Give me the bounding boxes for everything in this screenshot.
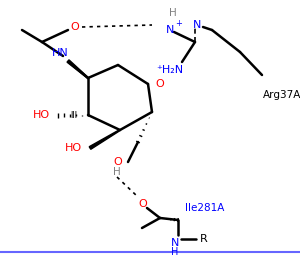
Text: +: +: [176, 20, 182, 29]
Text: H: H: [169, 8, 177, 18]
Text: HO: HO: [33, 110, 50, 120]
Text: Ile281A: Ile281A: [185, 203, 224, 213]
Text: O: O: [155, 79, 164, 89]
Text: HN: HN: [52, 48, 68, 58]
Text: R: R: [200, 234, 208, 244]
Text: O: O: [139, 199, 147, 209]
Text: N: N: [166, 25, 174, 35]
Text: O: O: [70, 22, 80, 32]
Text: N: N: [193, 20, 201, 30]
Text: HO: HO: [65, 143, 82, 153]
Text: Arg37A: Arg37A: [263, 90, 300, 100]
Text: ⁺H₂N: ⁺H₂N: [156, 65, 184, 75]
Polygon shape: [89, 130, 120, 149]
Polygon shape: [67, 60, 88, 78]
Text: O: O: [113, 157, 122, 167]
Text: H: H: [171, 247, 179, 257]
Text: H: H: [113, 167, 121, 177]
Text: lll: lll: [70, 111, 77, 120]
Text: N: N: [171, 238, 179, 248]
